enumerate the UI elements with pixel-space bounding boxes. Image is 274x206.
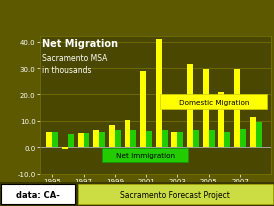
- Text: in thousands: in thousands: [42, 66, 92, 75]
- Bar: [68, 134, 74, 148]
- Text: Net Migration: Net Migration: [42, 39, 118, 48]
- Text: Net Immigration: Net Immigration: [116, 152, 175, 158]
- Bar: [146, 131, 152, 148]
- Bar: [250, 117, 256, 148]
- Bar: [256, 123, 262, 148]
- Bar: [187, 65, 193, 148]
- Text: Sacramento Forecast Project: Sacramento Forecast Project: [120, 190, 230, 199]
- Bar: [130, 131, 136, 148]
- Bar: [93, 131, 99, 148]
- Bar: [234, 70, 240, 148]
- Bar: [177, 132, 183, 148]
- Bar: [140, 71, 146, 148]
- Text: Sacramento MSA: Sacramento MSA: [42, 54, 107, 62]
- Bar: [84, 133, 90, 148]
- Bar: [224, 132, 230, 148]
- Bar: [109, 125, 115, 148]
- Bar: [46, 132, 52, 148]
- FancyBboxPatch shape: [1, 184, 75, 204]
- Bar: [240, 129, 246, 148]
- Bar: [52, 132, 58, 148]
- FancyBboxPatch shape: [78, 184, 273, 204]
- FancyBboxPatch shape: [160, 95, 267, 110]
- Bar: [124, 120, 130, 148]
- Bar: [209, 131, 215, 148]
- Bar: [156, 40, 162, 148]
- Bar: [218, 92, 224, 148]
- Text: Domestic Migration: Domestic Migration: [179, 99, 249, 105]
- Bar: [172, 132, 177, 148]
- FancyBboxPatch shape: [102, 149, 188, 162]
- Bar: [193, 131, 199, 148]
- Bar: [203, 70, 209, 148]
- Bar: [99, 132, 105, 148]
- Text: data: CA-: data: CA-: [16, 190, 60, 199]
- Bar: [115, 131, 121, 148]
- Bar: [62, 148, 68, 149]
- Bar: [78, 133, 84, 148]
- Bar: [162, 131, 168, 148]
